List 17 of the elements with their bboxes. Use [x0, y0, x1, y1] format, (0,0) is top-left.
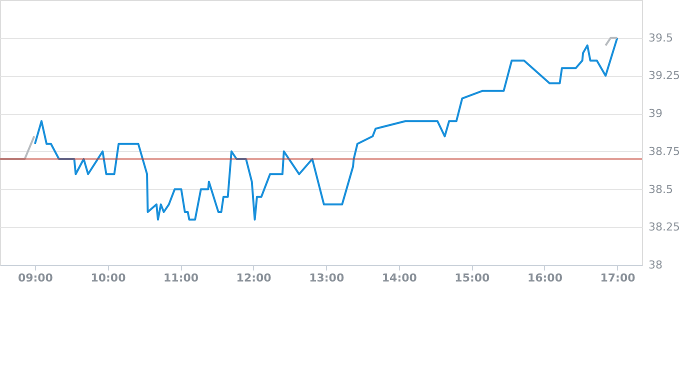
x-tick-label: 17:00	[600, 272, 636, 284]
x-tick-label: 14:00	[382, 272, 418, 284]
x-tick-label: 10:00	[90, 272, 126, 284]
x-tick-label: 16:00	[527, 272, 563, 284]
y-tick-label: 38.75	[648, 144, 680, 158]
x-tick-label: 15:00	[454, 272, 490, 284]
x-tick-label: 13:00	[309, 272, 344, 284]
y-tick-label: 39	[648, 107, 662, 120]
x-tick-label: 12:00	[236, 272, 272, 284]
y-tick-label: 38.25	[648, 220, 680, 234]
y-tick-label: 39.25	[648, 69, 680, 82]
line-series	[34, 36, 618, 221]
y-tick-label: 39.5	[648, 31, 673, 44]
y-tick-label: 38	[648, 258, 662, 272]
x-tick-label: 11:00	[164, 272, 199, 284]
x-tick-label: 09:00	[18, 272, 54, 284]
y-tick-label: 38.5	[648, 182, 673, 196]
